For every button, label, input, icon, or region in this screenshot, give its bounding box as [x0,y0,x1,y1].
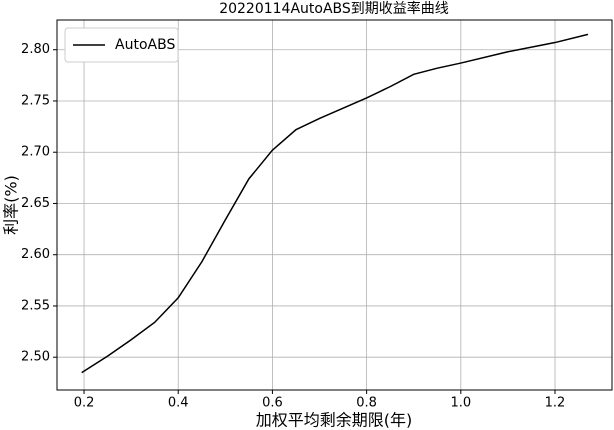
x-tick-label: 1.0 [450,396,471,411]
x-tick-label: 0.4 [168,396,189,411]
legend-box [64,27,179,63]
x-tick-label: 0.8 [356,396,377,411]
x-tick-label: 0.2 [74,396,95,411]
y-tick-label: 2.80 [21,42,50,57]
line-series [81,33,589,374]
y-tick-label: 2.55 [21,298,50,313]
chart-title: 20220114AutoABS到期收益率曲线 [219,0,449,17]
x-tick-label: 0.6 [262,396,283,411]
x-tick-label: 1.2 [545,396,566,411]
legend-label: AutoABS [115,37,175,53]
y-axis-label: 利率(%) [2,175,21,235]
plot-frame [56,19,613,391]
y-tick-label: 2.65 [21,196,50,211]
y-tick-label: 2.70 [21,145,50,160]
y-tick-label: 2.50 [21,350,50,365]
y-tick-label: 2.75 [21,93,50,108]
x-axis-label: 加权平均剩余期限(年) [256,411,413,430]
y-tick-label: 2.60 [21,247,50,262]
